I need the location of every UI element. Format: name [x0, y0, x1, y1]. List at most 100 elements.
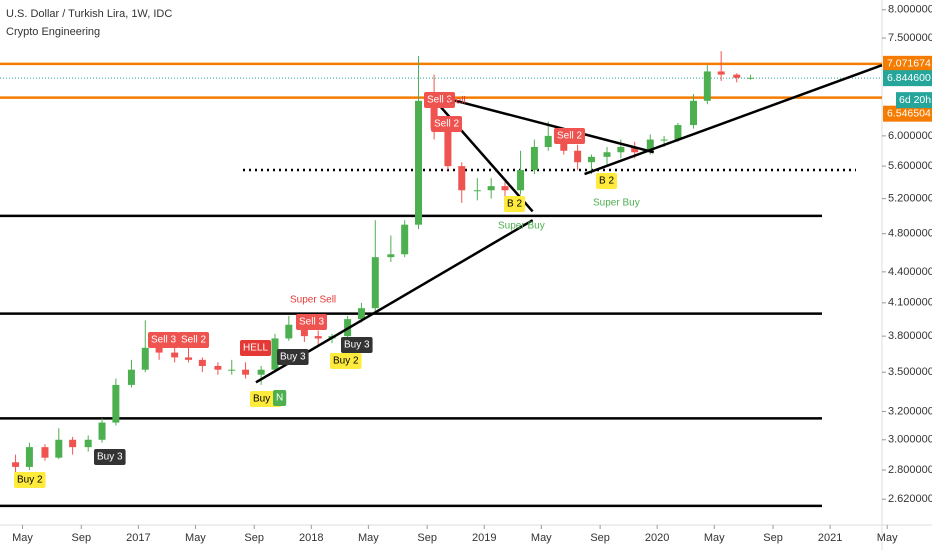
- x-tick-label: May: [704, 532, 725, 544]
- candle-body: [371, 257, 379, 309]
- x-tick-label: Sep: [590, 532, 610, 544]
- candle-body: [185, 357, 193, 360]
- x-tick-label: 2020: [645, 532, 669, 544]
- price-level-box: [883, 105, 932, 122]
- signal-text: Super Sell: [290, 295, 336, 306]
- candle-body: [717, 71, 725, 75]
- countdown-label: 6d 20h: [899, 94, 931, 106]
- candle-body: [127, 369, 135, 385]
- candle-body: [198, 359, 206, 366]
- x-tick-label: 2017: [126, 532, 150, 544]
- signal-label: Buy 3: [344, 340, 370, 351]
- chart-title: U.S. Dollar / Turkish Lira, 1W, IDC: [6, 8, 172, 20]
- candle-body: [401, 224, 409, 255]
- candle-body: [84, 439, 92, 448]
- signal-label: Sell 3: [299, 317, 324, 328]
- x-tick-label: May: [12, 532, 33, 544]
- candle-body: [444, 128, 452, 167]
- signal-label: Sell 3: [151, 335, 176, 346]
- signal-label: N: [276, 393, 283, 404]
- candle-body: [141, 347, 149, 370]
- signal-box: [240, 340, 272, 356]
- y-tick-label: 3.200000: [888, 405, 932, 417]
- price-level-label: 6.844600: [887, 72, 931, 84]
- candle-body: [12, 462, 20, 467]
- y-tick-label: 8.000000: [888, 4, 932, 16]
- candle-body: [257, 369, 265, 375]
- y-tick-label: 4.100000: [888, 297, 932, 309]
- candle-body: [603, 152, 611, 157]
- signal-text: Sell: [449, 96, 466, 107]
- signal-label: B 2: [599, 176, 614, 187]
- candle-body: [112, 384, 120, 423]
- signal-box: [504, 196, 526, 212]
- candle-body: [487, 186, 495, 191]
- signal-label: Sell 2: [181, 335, 206, 346]
- y-tick-label: 4.400000: [888, 266, 932, 278]
- price-level-label: 7.071674: [887, 58, 931, 70]
- candle-body: [300, 324, 308, 337]
- signal-label: Sell 3: [427, 95, 452, 106]
- candle-body: [517, 170, 525, 191]
- y-tick-label: 2.620000: [888, 493, 932, 505]
- candle-body: [703, 71, 711, 101]
- signal-box: [148, 332, 180, 348]
- trendline: [442, 96, 655, 154]
- candle-body: [646, 139, 654, 153]
- x-tick-label: May: [531, 532, 552, 544]
- candle-body: [228, 369, 236, 371]
- candle-body: [430, 100, 438, 129]
- candle-body: [55, 439, 63, 458]
- signal-box: [424, 92, 456, 108]
- x-tick-label: May: [185, 532, 206, 544]
- candle-body: [357, 308, 365, 320]
- candle-body: [214, 365, 222, 370]
- candle-body: [733, 74, 741, 78]
- candle-body: [285, 324, 293, 339]
- candle-body: [458, 166, 466, 191]
- x-tick-label: Sep: [244, 532, 264, 544]
- signal-box: [94, 449, 126, 465]
- candle-body: [25, 447, 33, 467]
- candle-body: [660, 139, 668, 141]
- countdown-box: [896, 92, 932, 109]
- y-tick-label: 5.200000: [888, 193, 932, 205]
- y-tick-label: 3.800000: [888, 330, 932, 342]
- x-tick-label: 2021: [818, 532, 842, 544]
- x-tick-label: 2019: [472, 532, 496, 544]
- candle-body: [689, 100, 697, 126]
- y-tick-label: 3.000000: [888, 434, 932, 446]
- signal-box: [296, 314, 328, 330]
- x-tick-label: Sep: [763, 532, 783, 544]
- candle-body: [171, 352, 179, 358]
- candle-body: [69, 439, 77, 448]
- signal-box: [273, 390, 287, 406]
- x-tick-label: 2018: [299, 532, 323, 544]
- signal-label: Buy 3: [280, 352, 306, 363]
- signal-box: [596, 173, 618, 189]
- trendline: [584, 64, 883, 176]
- y-tick-label: 3.500000: [888, 366, 932, 378]
- x-tick-label: May: [877, 532, 898, 544]
- price-level-box: [883, 55, 932, 72]
- candle-body: [574, 150, 582, 163]
- candle-body: [155, 347, 163, 353]
- signal-box: [330, 353, 362, 369]
- signal-label: Buy 2: [17, 475, 43, 486]
- y-tick-label: 6.000000: [888, 130, 932, 142]
- x-tick-label: Sep: [417, 532, 437, 544]
- candle-body: [41, 447, 49, 458]
- price-level-label: 6.546504: [887, 107, 931, 119]
- indicator-name: Crypto Engineering: [6, 26, 100, 38]
- candle-body: [387, 254, 395, 258]
- candle-body: [501, 186, 509, 191]
- x-tick-label: Sep: [71, 532, 91, 544]
- signal-text: Super Buy: [498, 221, 545, 232]
- candle-body: [587, 156, 595, 163]
- signal-box: [277, 349, 309, 365]
- signal-box: [178, 332, 210, 348]
- candle-body: [314, 336, 322, 339]
- y-tick-label: 2.800000: [888, 464, 932, 476]
